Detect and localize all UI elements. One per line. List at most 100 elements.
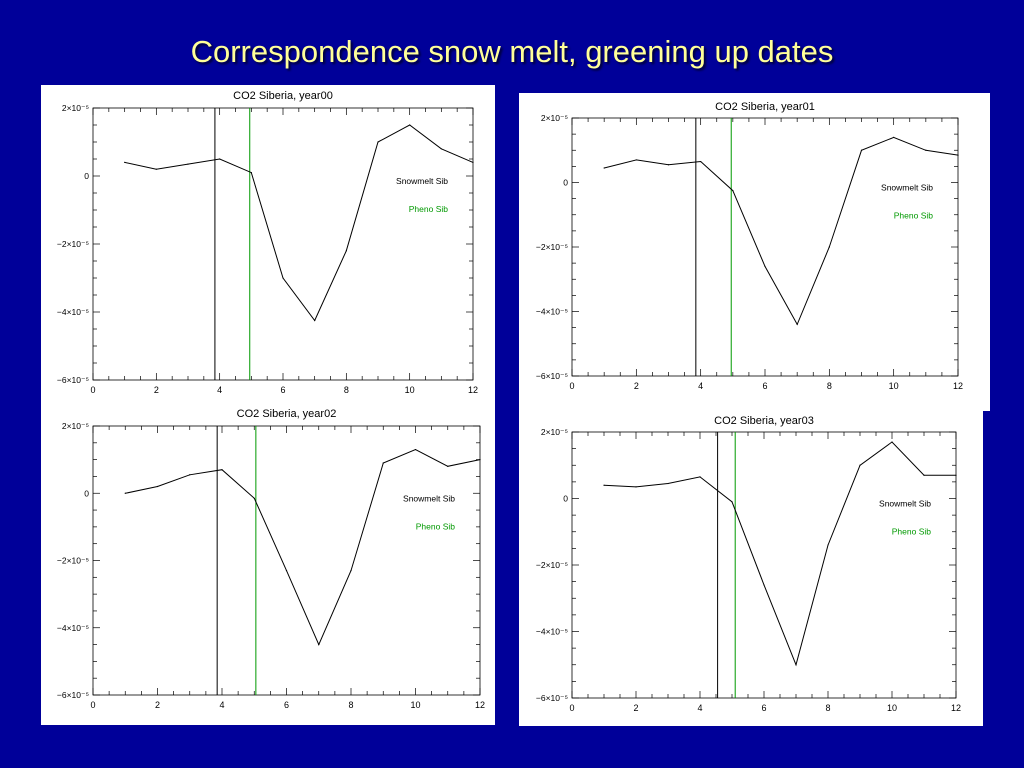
y-tick-label: 0 bbox=[84, 171, 89, 181]
co2-data-point bbox=[472, 161, 474, 163]
x-tick-label: 2 bbox=[155, 700, 160, 710]
x-tick-label: 8 bbox=[348, 700, 353, 710]
x-tick-label: 2 bbox=[154, 385, 159, 395]
co2-data-point bbox=[764, 265, 766, 267]
co2-data-point bbox=[409, 124, 411, 126]
y-tick-label: −4×10⁻⁵ bbox=[57, 307, 89, 317]
co2-data-point bbox=[318, 643, 320, 646]
x-tick-label: 10 bbox=[405, 385, 415, 395]
co2-data-point bbox=[667, 164, 670, 166]
x-tick-label: 6 bbox=[280, 385, 285, 395]
co2-series-line bbox=[124, 124, 474, 322]
plot-frame bbox=[92, 107, 474, 381]
co2-data-point bbox=[447, 465, 449, 467]
co2-data-point bbox=[414, 448, 417, 451]
co2-data-point bbox=[828, 246, 830, 248]
chart-panel-year02: CO2 Siberia, year02 0 2 4 6 8 10 12 2×10⁻⁵ 0 −2×10… bbox=[41, 409, 495, 725]
y-tick-label: 2×10⁻⁵ bbox=[541, 427, 568, 437]
chart-svg: CO2 Siberia, year00 0 2 4 6 8 10 12 2×10⁻⁵ 0 −2×10… bbox=[57, 90, 478, 395]
co2-data-point bbox=[635, 486, 637, 488]
y-tick-label: −6×10⁻⁵ bbox=[57, 690, 89, 700]
y-tick-label: −2×10⁻⁵ bbox=[536, 560, 568, 570]
y-tick-label: −2×10⁻⁵ bbox=[536, 242, 568, 252]
co2-data-point bbox=[923, 474, 925, 476]
co2-data-point bbox=[440, 148, 442, 150]
co2-data-point bbox=[700, 160, 702, 163]
co2-data-point bbox=[282, 277, 284, 279]
co2-data-point bbox=[314, 319, 316, 322]
x-tick-label: 6 bbox=[284, 700, 289, 710]
legend-snowmelt: Snowmelt Sib bbox=[396, 176, 448, 186]
x-tick-label: 10 bbox=[410, 700, 420, 710]
co2-data-point bbox=[893, 136, 895, 138]
co2-data-point bbox=[377, 141, 379, 143]
y-tick-label: 2×10⁻⁵ bbox=[541, 113, 568, 123]
plot-frame bbox=[571, 117, 959, 377]
legend-pheno: Pheno Sib bbox=[409, 204, 448, 214]
co2-data-point bbox=[667, 482, 669, 485]
co2-data-point bbox=[219, 158, 221, 160]
x-tick-label: 0 bbox=[569, 703, 574, 713]
x-tick-label: 12 bbox=[475, 700, 485, 710]
y-tick-label: 0 bbox=[563, 494, 568, 504]
y-tick-label: −6×10⁻⁵ bbox=[57, 375, 89, 385]
slide-title: Correspondence snow melt, greening up da… bbox=[190, 34, 834, 69]
co2-data-point bbox=[699, 476, 701, 478]
co2-data-point bbox=[479, 459, 481, 461]
y-tick-label: 0 bbox=[563, 178, 568, 188]
co2-data-point bbox=[795, 664, 797, 666]
co2-data-point bbox=[860, 149, 863, 151]
co2-data-point bbox=[891, 441, 893, 443]
co2-data-point bbox=[250, 172, 252, 174]
co2-data-point bbox=[189, 474, 191, 476]
chart-svg: CO2 Siberia, year02 0 2 4 6 8 10 12 2×10⁻⁵ 0 −2×10… bbox=[57, 409, 485, 710]
x-tick-label: 0 bbox=[90, 700, 95, 710]
legend-snowmelt: Snowmelt Sib bbox=[881, 183, 933, 193]
y-tick-label: −2×10⁻⁵ bbox=[57, 239, 89, 249]
x-tick-label: 12 bbox=[953, 381, 963, 391]
x-tick-label: 2 bbox=[633, 703, 638, 713]
co2-data-point bbox=[124, 161, 126, 163]
y-tick-label: 0 bbox=[84, 488, 89, 498]
x-tick-label: 6 bbox=[761, 703, 766, 713]
y-tick-label: 2×10⁻⁵ bbox=[62, 103, 89, 113]
co2-data-point bbox=[603, 484, 605, 486]
co2-data-point bbox=[382, 462, 384, 464]
x-tick-label: 8 bbox=[825, 703, 830, 713]
chart-panel-year01: CO2 Siberia, year01 0 2 4 6 8 10 12 2×10⁻⁵ 0 −2×10… bbox=[519, 93, 990, 411]
co2-series-line bbox=[125, 448, 481, 646]
y-tick-label: −2×10⁻⁵ bbox=[57, 556, 89, 566]
chart-panel-year03: CO2 Siberia, year03 0 2 4 6 8 10 12 2×10⁻⁵ 0 −2×10… bbox=[519, 411, 983, 726]
chart-svg: CO2 Siberia, year03 0 2 4 6 8 10 12 2×10⁻⁵ 0 −2×10… bbox=[536, 415, 961, 713]
co2-data-point bbox=[859, 464, 861, 466]
x-tick-label: 10 bbox=[889, 381, 899, 391]
chart-title: CO2 Siberia, year00 bbox=[233, 90, 333, 102]
co2-data-point bbox=[957, 154, 959, 156]
co2-data-point bbox=[187, 163, 189, 165]
x-tick-label: 12 bbox=[468, 385, 478, 395]
chart-title: CO2 Siberia, year02 bbox=[237, 409, 337, 420]
chart-svg: CO2 Siberia, year01 0 2 4 6 8 10 12 2×10⁻⁵ 0 −2×10… bbox=[536, 101, 963, 391]
co2-data-point bbox=[221, 469, 223, 471]
x-tick-label: 4 bbox=[698, 381, 703, 391]
co2-data-point bbox=[955, 474, 957, 476]
co2-data-point bbox=[925, 149, 927, 151]
co2-data-point bbox=[350, 569, 352, 572]
co2-data-point bbox=[285, 569, 288, 572]
x-tick-label: 8 bbox=[827, 381, 832, 391]
legend-pheno: Pheno Sib bbox=[894, 211, 933, 221]
plot-frame bbox=[571, 431, 957, 699]
co2-data-point bbox=[603, 167, 605, 169]
y-tick-label: −4×10⁻⁵ bbox=[536, 307, 568, 317]
co2-data-point bbox=[155, 168, 157, 170]
x-tick-label: 4 bbox=[217, 385, 222, 395]
chart-title: CO2 Siberia, year03 bbox=[714, 415, 814, 427]
co2-data-point bbox=[827, 544, 829, 546]
co2-data-point bbox=[156, 485, 159, 488]
legend-pheno: Pheno Sib bbox=[892, 527, 931, 537]
chart-title: CO2 Siberia, year01 bbox=[715, 101, 815, 113]
co2-data-point bbox=[731, 501, 733, 503]
co2-data-point bbox=[635, 159, 637, 161]
legend-snowmelt: Snowmelt Sib bbox=[403, 493, 455, 503]
co2-data-point bbox=[763, 584, 765, 586]
